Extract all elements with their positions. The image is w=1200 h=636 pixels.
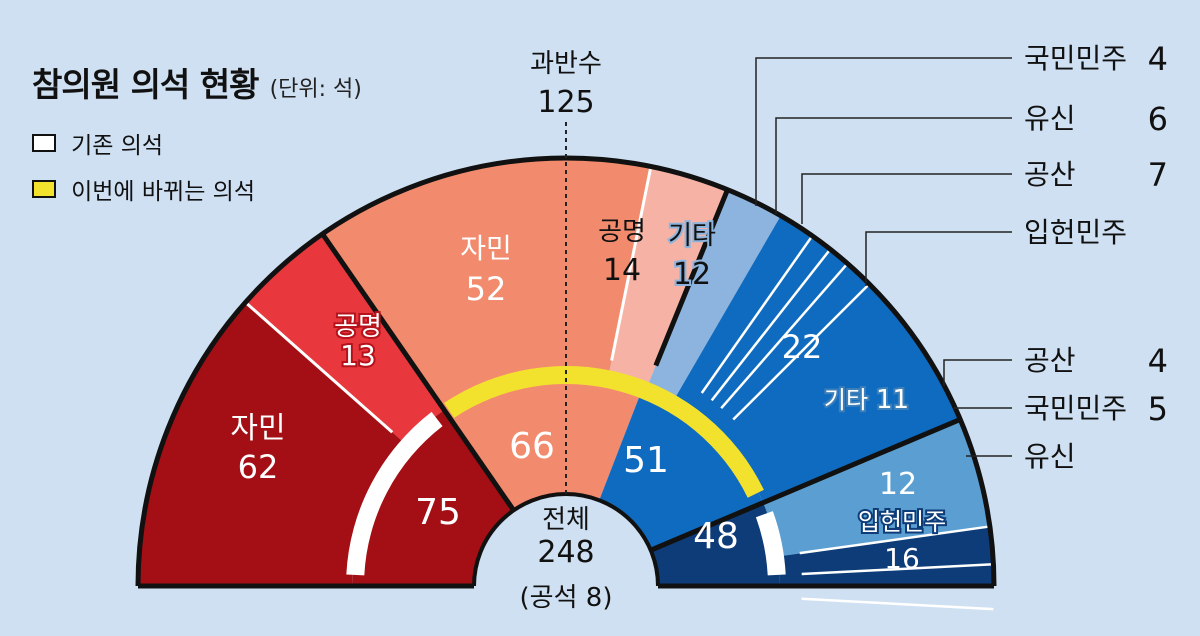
inner-total-1: 66 [509,426,555,467]
ring-existing-left [346,411,443,576]
legend-item-existing: 기존 의석 [32,126,163,160]
outer-label-opp-value: 12 [879,467,917,502]
callout-bot-value-1: 5 [1148,390,1168,428]
legend-label-existing: 기존 의석 [71,133,164,159]
callout-top-name-3: 입헌민주 [1024,216,1127,249]
callout-line-bot-0 [943,359,1012,386]
chart-unit: (단위: 석) [269,77,362,102]
ring-changing [444,365,764,498]
mid-label-opposition-value: 22 [782,328,823,366]
inner-total-2: 51 [623,440,669,481]
chart-title: 참의원 의석 현황 [32,65,259,104]
legend-label-changing: 이번에 바뀌는 의석 [71,179,255,205]
callout-line-top-1 [775,117,1012,214]
outer-label-cdp-name: 입헌민주 [858,508,946,536]
inner-sector-far [650,502,780,586]
outer-label-ldp-value: 62 [238,448,279,486]
divider-opp-mid-0 [700,235,814,394]
mid-label-ldp-value: 52 [466,270,507,308]
callout-bot-value-0: 4 [1148,342,1168,380]
divider-opp-outer-0 [801,563,994,576]
outer-sector-ldp [138,302,406,586]
mid-sector-ldp [322,158,651,411]
divider-ldp-komeito-mid [610,166,653,361]
callout-top-value-0: 4 [1148,40,1168,78]
divider-opp-outer-3 [799,525,991,555]
chart-title-block: 참의원 의석 현황 (단위: 석) [32,58,362,106]
outer-label-other-value: 11 [876,385,909,415]
outer-label-cdp-value: 16 [884,542,920,575]
inner-total-0: 75 [415,492,461,533]
total-label: 전체 [542,505,590,535]
mid-label-ldp-name: 자민 [460,232,512,265]
divider-middle-right [649,417,962,553]
callout-bot-name-1: 국민민주 [1024,392,1127,425]
callout-top-value-1: 6 [1148,100,1168,138]
mid-label-komeito-value: 14 [603,253,641,288]
inner-sector-mid [444,371,644,511]
callout-bot-name-2: 유신 [1024,440,1076,473]
outer-sector-komeito [245,234,445,445]
divider-opp-outer-2 [801,597,994,611]
callout-top-name-1: 유신 [1024,102,1076,135]
ring-existing-right [755,511,786,576]
outline-inner-arc [472,492,660,587]
inner-total-3: 48 [693,516,739,557]
majority-label: 과반수 [530,49,602,79]
callout-line-top-0 [755,57,1012,206]
callout-bot-name-0: 공산 [1024,344,1076,377]
legend-swatch-changing [32,180,56,198]
total-value: 248 [537,535,594,570]
mid-sector-opposition [673,215,961,503]
majority-value: 125 [537,85,594,120]
legend-swatch-existing [32,134,56,152]
mid-label-komeito-name: 공명 [598,217,646,247]
mid-label-other-name: 기타 [668,221,716,251]
total-vacant-label: (공석 8) [520,583,613,613]
divider-opp-mid-1 [710,248,832,402]
legend-item-changing: 이번에 바뀌는 의석 [32,172,255,206]
callout-top-name-0: 국민민주 [1024,42,1127,75]
mid-label-other-value: 12 [673,257,711,292]
mid-sector-komeito [608,166,728,388]
callout-top-name-2: 공산 [1024,158,1076,191]
outer-label-ldp-name: 자민 [230,411,285,446]
divider-left-middle [320,232,516,512]
mid-sector-other [646,189,781,401]
divider-opp-mid-3 [732,283,871,421]
callout-line-top-2 [801,173,1012,224]
outer-label-komeito-name: 공명 [334,312,382,342]
divider-opp-mid-2 [720,262,849,410]
outer-sector-other [763,419,990,557]
outer-label-komeito-value: 13 [340,339,376,372]
outer-label-other-name: 기타 [824,386,868,414]
callout-line-top-3 [865,231,1012,286]
callout-top-value-2: 7 [1148,156,1168,194]
inner-sector-right [599,386,764,551]
divider-komeito-other [653,188,730,367]
divider-ldp-komeito-outer [244,301,394,434]
